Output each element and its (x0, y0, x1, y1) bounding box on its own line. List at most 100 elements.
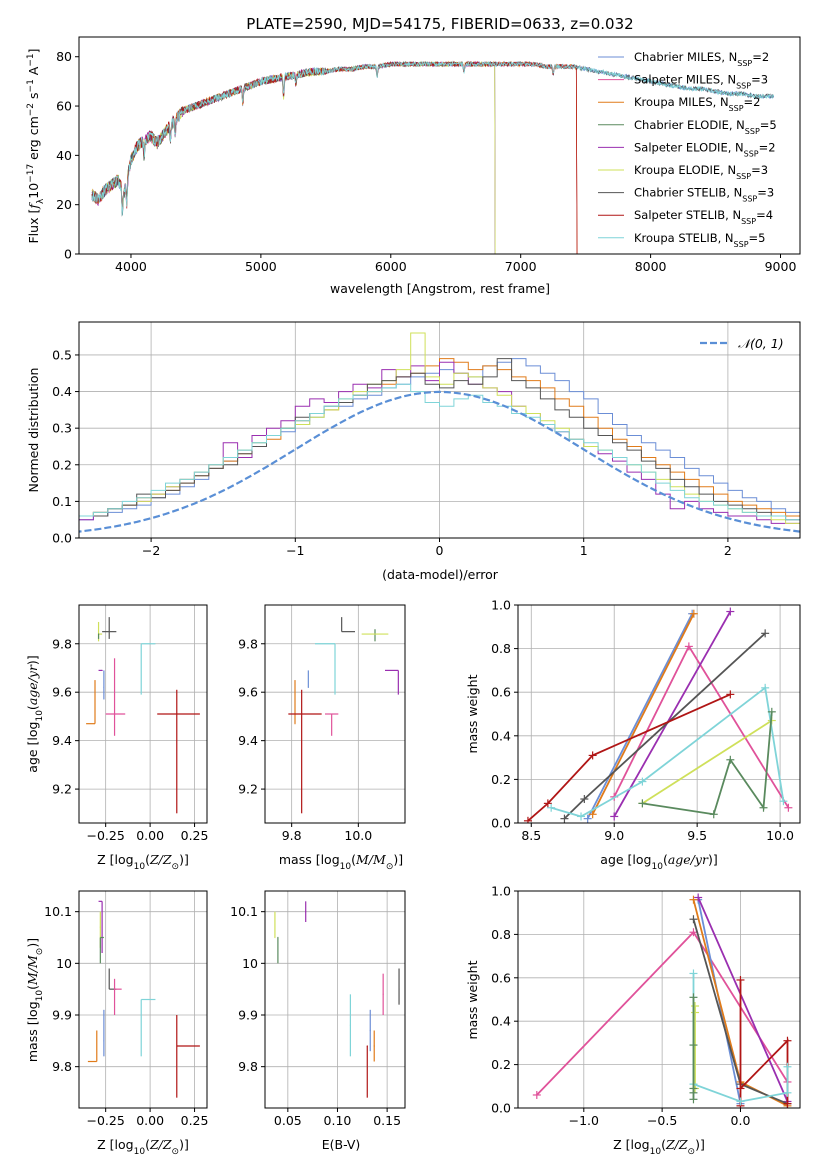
age_vs_mass-xtick-label-0: 9.8 (282, 828, 302, 843)
age_vs_mass-frame: 9.8 10.0 9.2 9.4 9.6 9.8 mass [log10(M/M⊙)] (238, 604, 406, 872)
mass_vs_z-point-6 (113, 978, 122, 1015)
weight_vs_z-ylabel: mass weight (465, 960, 480, 1039)
weight_vs_age-series-4 (560, 629, 770, 823)
age_vs_z-xlabel: Z [log10(Z/Z⊙)] (97, 852, 189, 872)
residuals-grid (79, 322, 800, 538)
weight_vs_age-panel: 8.5 9.0 9.5 10.0 0.0 0.2 0.4 0.6 0.8 1.0 age [log1… (465, 598, 801, 872)
weight_vs_age-marker-4-2 (761, 629, 770, 638)
age_vs_z-frame: −0.25 0.00 0.25 9.2 9.4 9.6 9.8 Z [log10(Z/Z⊙)]… (25, 604, 208, 872)
age_vs_z-ylabel: age [log10(age/yr)] (25, 655, 45, 772)
weight_vs_age-marker-2-2 (784, 803, 793, 812)
residuals-hist-4 (79, 358, 800, 524)
weight_vs_z-marker-8-2 (689, 993, 698, 1002)
weight_vs_z-series-5 (736, 975, 792, 1108)
mass_vs_ebv-frame: 0.05 0.10 0.15 9.8 9.9 10 10.1 E(B-V) (230, 890, 406, 1152)
weight_vs_z-ytick-label-1: 0.2 (491, 1057, 511, 1072)
residuals-normal-curve (79, 390, 800, 533)
mass_vs_ebv-xtick-label-2: 0.15 (373, 1113, 401, 1128)
mass_vs_ebv-xtick-label-0: 0.05 (274, 1113, 302, 1128)
mass_vs_ebv-point-8 (398, 968, 400, 1005)
weight_vs_age-marker-8-2 (726, 755, 735, 764)
age_vs_mass-point-8 (385, 669, 399, 695)
weight_vs_age-ylabel: mass weight (465, 674, 480, 753)
age_vs_z-data (86, 617, 200, 814)
spectrum-series-8 (91, 60, 775, 216)
weight_vs_z-data (532, 893, 792, 1108)
age_vs_mass-ytick-label-3: 9.8 (238, 636, 258, 651)
weight_vs_age-marker-3-0 (610, 812, 619, 821)
residuals-xtick-label-1: −1 (286, 543, 304, 558)
mass_vs_ebv-point-2 (305, 901, 307, 922)
residuals-legend-label: 𝒩(0, 1) (738, 336, 784, 351)
residuals-hist-5 (79, 383, 800, 521)
weight_vs_z-marker-2-0 (689, 895, 698, 904)
age_vs_z-point-7 (140, 643, 156, 695)
weight_vs_z-marker-7-3 (783, 1088, 792, 1097)
weight_vs_age-marker-7-1 (577, 812, 586, 821)
weight_vs_z-panel: −1.0 −0.5 0.0 0.0 0.2 0.4 0.6 0.8 1.0 Z [log10(Z/… (465, 884, 801, 1157)
mass_vs_z-point-7 (140, 998, 156, 1057)
weight_vs_z-marker-7-0 (689, 969, 698, 978)
age_vs_mass-ytick-label-1: 9.4 (238, 733, 258, 748)
mass_vs_ebv-ytick-label-0: 9.8 (238, 1059, 258, 1074)
age_vs_z-ytick-label-3: 9.8 (52, 636, 72, 651)
weight_vs_z-ytick-label-5: 1.0 (491, 884, 511, 899)
weight_vs_z-marker-8-1 (689, 1041, 698, 1050)
weight_vs_z-marker-5-4 (783, 1099, 792, 1108)
spectrum-legend-label-8: Kroupa STELIB, NSSP=5 (634, 231, 765, 249)
age_vs_mass-point-0 (294, 680, 296, 725)
age_vs_mass-axes-frame (264, 604, 406, 824)
spectrum-ytick-label-0: 0 (64, 247, 72, 262)
weight_vs_z-ytick-label-3: 0.6 (491, 970, 511, 985)
age_vs_mass-point-2 (288, 689, 322, 814)
weight_vs_age-series-5 (523, 690, 735, 823)
weight_vs_z-marker-5-3 (783, 1036, 792, 1045)
age_vs_mass-point-6 (374, 629, 376, 642)
weight_vs_age-ytick-label-5: 1.0 (491, 598, 511, 613)
mass_vs_z-xtick-label-0: −0.25 (87, 1113, 125, 1128)
weight_vs_z-marker-4-0 (689, 915, 698, 924)
spectrum-axes-frame (78, 36, 801, 255)
spectrum-xlabel: wavelength [Angstrom, rest frame] (330, 281, 550, 296)
age_vs_z-ytick-label-1: 9.4 (52, 733, 72, 748)
spectrum-ytick-label-2: 40 (56, 148, 72, 163)
weight_vs_age-marker-4-0 (560, 814, 569, 823)
weight_vs_z-ytick-label-0: 0.0 (491, 1101, 511, 1116)
weight_vs_age-marker-7-2 (638, 777, 647, 786)
mass_vs_ebv-point-3 (349, 994, 351, 1057)
weight_vs_z-marker-8-4 (689, 1084, 698, 1093)
residuals-data (79, 332, 800, 533)
weight_vs_z-series-line-3 (697, 897, 789, 1102)
weight_vs_z-plot-area (518, 891, 800, 1108)
mass_vs_z-grid (79, 891, 207, 1108)
weight_vs_z-xlabel: Z [log10(Z/Z⊙)] (613, 1137, 705, 1157)
weight_vs_age-series-3 (610, 607, 735, 821)
weight_vs_age-marker-1-0 (588, 810, 597, 819)
mass_vs_z-xlabel: Z [log10(Z/Z⊙)] (97, 1137, 189, 1157)
age_vs_z-ytick-label-2: 9.6 (52, 685, 72, 700)
spectrum-xtick-label-2: 6000 (375, 259, 407, 274)
age_vs_mass-ytick-label-2: 9.6 (238, 685, 258, 700)
weight_vs_age-series-line-0 (586, 613, 694, 820)
mass_vs_ebv-point-1 (277, 936, 279, 964)
spectrum-legend: Chabrier MILES, NSSP=2 Salpeter MILES, NS… (598, 50, 777, 248)
spectrum-xtick-label-4: 8000 (635, 259, 667, 274)
weight_vs_age-marker-7-0 (547, 803, 556, 812)
age_vs_mass-point-5 (341, 617, 355, 633)
weight_vs_age-marker-5-0 (523, 816, 532, 823)
age_vs_z-point-8 (157, 689, 200, 814)
weight_vs_z-marker-0-1 (689, 928, 698, 937)
weight_vs_z-xtick-label-1: −0.5 (647, 1113, 677, 1128)
residuals-ytick-label-2: 0.2 (52, 457, 72, 472)
age_vs_z-point-4 (97, 633, 100, 639)
spectrum-legend-label-1: Salpeter MILES, NSSP=3 (634, 73, 768, 91)
weight_vs_age-marker-4-1 (580, 795, 589, 804)
weight_vs_z-frame: −1.0 −0.5 0.0 0.0 0.2 0.4 0.6 0.8 1.0 Z [log10(Z/… (465, 884, 801, 1157)
residuals-ytick-label-3: 0.3 (52, 421, 72, 436)
residuals-xtick-label-3: 1 (580, 543, 588, 558)
residuals-xtick-label-2: 0 (436, 543, 444, 558)
weight_vs_age-marker-2-1 (684, 642, 693, 651)
mass_vs_ebv-point-6 (373, 1030, 375, 1062)
age_vs_mass-point-7 (361, 633, 389, 635)
